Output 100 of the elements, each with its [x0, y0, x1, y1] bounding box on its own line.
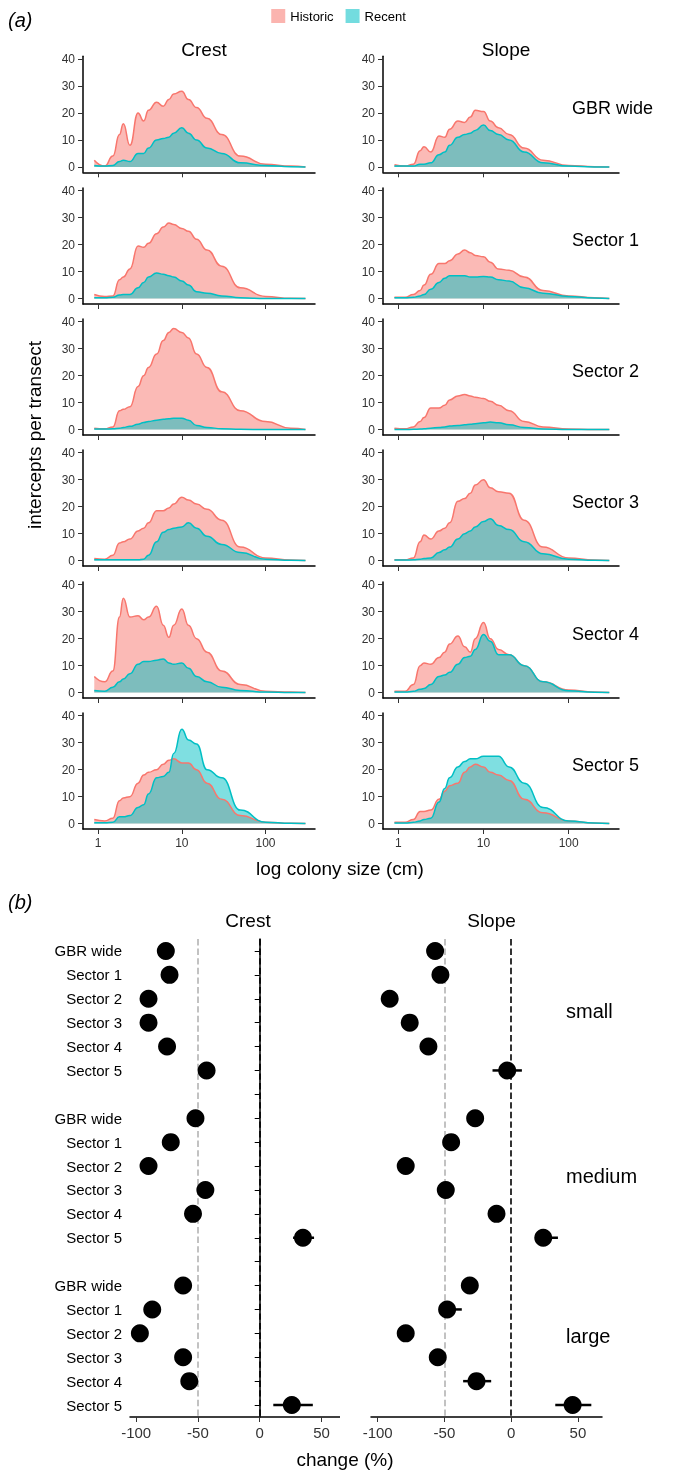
point	[174, 1276, 193, 1295]
point	[431, 965, 450, 984]
y-tick-label: Sector 5	[66, 1396, 122, 1414]
y-tick-label: 30	[361, 341, 376, 356]
x-tick-label: -100	[362, 1424, 393, 1441]
y-tick-label: 10	[361, 395, 376, 410]
point	[186, 1109, 205, 1128]
y-tick-label: 0	[368, 291, 376, 306]
y-tick-label: 20	[361, 631, 376, 646]
annotation: GBR wide	[572, 98, 654, 119]
annotation: medium	[566, 1165, 638, 1187]
point	[396, 1157, 415, 1176]
y-tick-label: 20	[361, 762, 376, 777]
y-tick-label: Sector 2	[66, 990, 122, 1008]
y-tick-label: 0	[368, 422, 376, 437]
point	[130, 1324, 149, 1343]
point	[498, 1061, 517, 1080]
annotation: Sector 2	[572, 360, 640, 381]
y-tick-label: Sector 2	[66, 1324, 122, 1342]
y-tick-label: 20	[361, 105, 376, 120]
y-axis-title: intercepts per transect	[24, 340, 46, 529]
y-tick-label: 20	[61, 237, 76, 252]
point	[197, 1061, 216, 1080]
x-axis-title: change (%)	[296, 1449, 394, 1471]
y-tick-label: GBR wide	[54, 942, 122, 960]
x-tick-label: 1	[395, 835, 403, 850]
point	[442, 1133, 461, 1152]
point	[534, 1228, 553, 1247]
y-tick-label: 20	[61, 631, 76, 646]
point	[400, 1013, 419, 1032]
annotation: large	[566, 1325, 611, 1347]
y-tick-label: 40	[361, 577, 376, 592]
point	[438, 1300, 457, 1319]
text: (b)	[8, 891, 33, 913]
point	[196, 1180, 215, 1199]
y-tick-label: 0	[368, 553, 376, 568]
y-tick-label: GBR wide	[54, 1109, 122, 1127]
y-tick-label: 30	[361, 472, 376, 487]
y-tick-label: 20	[361, 368, 376, 383]
y-tick-label: 10	[361, 264, 376, 279]
point	[158, 1037, 177, 1056]
x-tick-label: -50	[187, 1424, 209, 1441]
point	[428, 1348, 447, 1367]
y-tick-label: Sector 1	[66, 966, 122, 984]
y-tick-label: GBR wide	[54, 1277, 122, 1295]
y-tick-label: 30	[61, 210, 76, 225]
y-tick-label: 10	[61, 658, 76, 673]
point	[180, 1372, 199, 1391]
y-tick-label: 40	[361, 445, 376, 460]
point	[161, 1133, 180, 1152]
y-tick-label: 30	[61, 735, 76, 750]
point	[563, 1396, 582, 1415]
annotation: Sector 1	[572, 229, 640, 250]
annotation: Sector 4	[572, 623, 640, 644]
y-tick-label: Sector 3	[66, 1014, 122, 1032]
y-tick-label: 0	[68, 422, 76, 437]
x-axis-title: log colony size (cm)	[256, 857, 424, 880]
y-tick-label: 10	[61, 789, 76, 804]
y-tick-label: 30	[61, 472, 76, 487]
y-tick-label: 40	[61, 314, 76, 329]
text: (a)	[8, 9, 33, 31]
y-tick-label: Sector 3	[66, 1181, 122, 1199]
x-tick-label: 0	[255, 1424, 264, 1441]
x-tick-label: 1	[94, 835, 102, 850]
point	[293, 1228, 312, 1247]
y-tick-label: 40	[361, 183, 376, 198]
legend-label: Recent	[364, 8, 407, 24]
y-tick-label: 0	[68, 685, 76, 700]
y-tick-label: 0	[68, 553, 76, 568]
y-tick-label: 10	[361, 132, 376, 147]
y-tick-label: 40	[61, 577, 76, 592]
x-tick-label: 10	[175, 835, 189, 850]
y-tick-label: 30	[61, 341, 76, 356]
y-tick-label: 40	[61, 445, 76, 460]
x-tick-label: 100	[255, 835, 276, 850]
point	[436, 1180, 455, 1199]
y-tick-label: 40	[361, 708, 376, 723]
point	[184, 1204, 202, 1223]
point	[174, 1348, 193, 1367]
y-tick-label: 20	[361, 499, 376, 514]
y-tick-label: 40	[361, 52, 376, 66]
x-tick-label: -50	[433, 1424, 456, 1441]
y-tick-label: Sector 4	[66, 1205, 122, 1223]
point	[156, 941, 175, 960]
y-tick-label: 10	[61, 395, 76, 410]
x-tick-label: -100	[121, 1424, 152, 1441]
y-tick-label: 30	[61, 78, 76, 93]
y-tick-label: 30	[361, 78, 376, 93]
y-tick-label: 30	[361, 604, 376, 619]
y-tick-label: 0	[368, 685, 376, 700]
y-tick-label: Sector 4	[66, 1038, 122, 1056]
chart-title: Crest	[225, 910, 272, 931]
y-tick-label: 20	[61, 499, 76, 514]
y-tick-label: 10	[361, 658, 376, 673]
point	[466, 1109, 485, 1128]
annotation: Sector 5	[572, 754, 640, 775]
y-tick-label: 0	[68, 816, 76, 831]
legend-label: Historic	[290, 8, 335, 24]
y-tick-label: 20	[61, 762, 76, 777]
x-tick-label: 0	[507, 1424, 516, 1441]
